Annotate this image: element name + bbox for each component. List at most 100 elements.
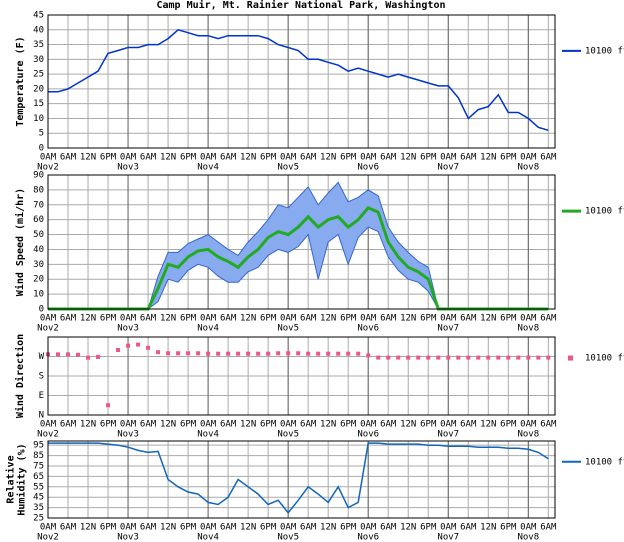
x-tick-label: 6AM [380,420,397,430]
x-tick-label: 6PM [340,153,357,163]
data-point [506,355,511,360]
x-date-label: Nov2 [37,533,59,542]
x-tick-label: 0AM [200,420,217,430]
x-tick-label: 0AM [200,153,217,163]
x-tick-label: 6PM [260,153,277,163]
x-date-label: Nov2 [37,324,59,334]
x-tick-label: 0AM [40,314,57,324]
x-tick-label: 6AM [220,314,237,324]
data-point [196,351,201,356]
x-tick-label: 6AM [540,314,557,324]
x-tick-label: 0AM [40,523,57,533]
x-tick-label: 6AM [60,314,77,324]
data-line [48,28,549,132]
x-tick-label: 6PM [260,420,277,430]
x-tick-label: 6AM [460,153,477,163]
data-point [536,355,541,360]
x-tick-label: 0AM [520,523,537,533]
x-tick-label: 0AM [360,153,377,163]
x-tick-label: 6PM [500,420,517,430]
data-point [246,351,251,356]
x-tick-label: 0AM [280,314,297,324]
y-tick-label: 80 [33,185,44,195]
data-point [336,351,341,356]
y-tick-label: 10 [33,290,44,300]
x-tick-label: 12N [240,314,256,324]
x-tick-label: 12N [400,314,416,324]
x-tick-label: 0AM [40,153,57,163]
x-tick-label: 6PM [420,153,437,163]
x-tick-label: 0AM [200,523,217,533]
y-tick-label: 25 [33,70,44,80]
data-point [176,351,181,356]
x-tick-label: 0AM [520,314,537,324]
x-tick-label: 6PM [340,420,357,430]
x-tick-label: 0AM [200,314,217,324]
x-tick-label: 0AM [280,420,297,430]
data-point [496,355,501,360]
y-tick-label: 95 [33,441,44,451]
x-date-label: Nov6 [357,430,379,440]
x-tick-label: 12N [160,420,176,430]
y-tick-label: 65 [33,472,44,482]
data-point [356,351,361,356]
x-tick-label: 6AM [140,314,157,324]
data-point [446,355,451,360]
x-date-label: Nov4 [197,533,219,542]
x-date-label: Nov5 [277,163,299,173]
y-tick-label: 75 [33,461,44,471]
plot-frame [47,336,556,416]
x-tick-label: 0AM [360,314,377,324]
data-point [226,351,231,356]
x-tick-label: 0AM [280,153,297,163]
x-tick-label: 12N [480,420,496,430]
y-axis-label: Temperature (F) [15,36,26,126]
x-date-label: Nov8 [517,430,539,440]
x-tick-label: 6PM [180,314,197,324]
x-tick-label: 6AM [460,420,477,430]
data-point [286,351,291,356]
x-tick-label: 6AM [540,153,557,163]
data-point [476,355,481,360]
legend-label: 10100 ft [585,46,624,56]
x-tick-label: 6PM [420,420,437,430]
data-point [206,351,211,356]
x-tick-label: 6PM [100,153,117,163]
x-tick-label: 6PM [100,314,117,324]
x-tick-label: 6AM [300,314,317,324]
data-point [96,354,101,359]
x-tick-label: 6AM [540,420,557,430]
legend-label: 10100 ft [585,457,624,467]
y-axis-label: Humidity (%) [16,443,28,515]
x-tick-label: 0AM [440,314,457,324]
x-date-label: Nov3 [117,324,139,334]
data-point [546,355,551,360]
data-point [436,355,441,360]
x-tick-label: 6AM [300,523,317,533]
x-date-label: Nov6 [357,533,379,542]
x-tick-label: 6AM [380,153,397,163]
x-tick-label: 12N [240,153,256,163]
x-tick-label: 12N [240,523,256,533]
plot-frame [47,174,556,310]
x-tick-label: 6AM [140,153,157,163]
x-tick-label: 12N [80,314,96,324]
y-tick-label: 30 [33,260,44,270]
y-tick-label: 85 [33,451,44,461]
x-tick-label: 6AM [140,420,157,430]
x-tick-label: 6AM [460,523,477,533]
x-tick-label: 6PM [260,523,277,533]
y-tick-label: 50 [33,230,44,240]
x-tick-label: 0AM [440,153,457,163]
x-date-label: Nov5 [277,430,299,440]
x-date-label: Nov7 [437,163,459,173]
x-tick-label: 6AM [220,420,237,430]
data-point [66,352,71,357]
x-tick-label: 0AM [280,523,297,533]
y-tick-label: S [39,372,44,382]
y-tick-label: 25 [33,514,44,524]
x-date-label: Nov3 [117,533,139,542]
data-point [116,348,121,352]
x-tick-label: 12N [160,523,176,533]
